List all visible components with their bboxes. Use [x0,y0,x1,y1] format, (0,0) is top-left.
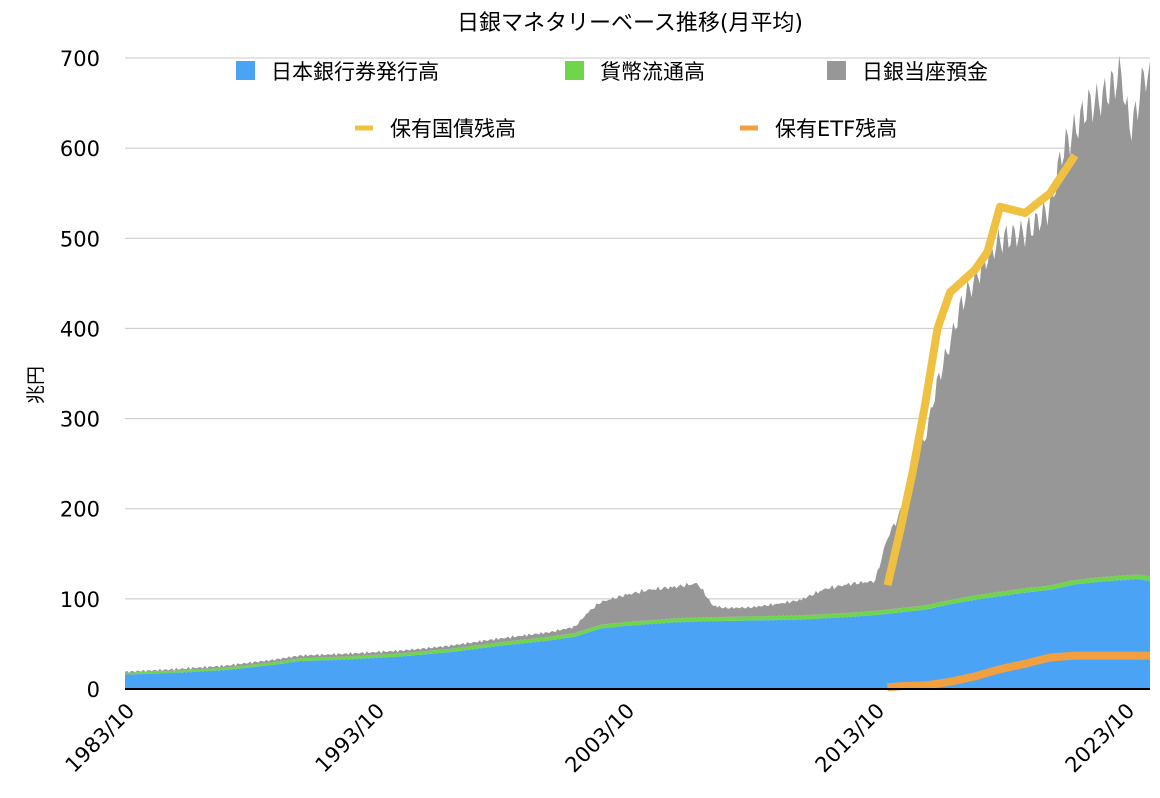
x-tick-label: 2023/10 [1061,699,1140,778]
stacked-areas [125,55,1150,689]
legend-label: 日銀当座預金 [862,60,988,84]
y-tick-label: 0 [87,678,100,702]
legend-label: 保有国債残高 [390,117,516,141]
legend-swatch [565,61,584,80]
gridlines [125,57,1150,600]
y-axis-label: 兆円 [25,366,47,404]
x-tick-label: 1993/10 [311,699,390,778]
y-tick-label: 600 [60,137,100,161]
line-series [883,153,1150,692]
y-tick-label: 100 [60,588,100,612]
y-tick-labels: 0 100 200 300 400 500 600 700 [60,47,100,702]
legend-label: 保有ETF残高 [775,117,897,141]
y-tick-label: 200 [60,498,100,522]
y-tick-label: 500 [60,227,100,251]
area-1 [125,578,1150,689]
x-tick-label: 1983/10 [61,699,140,778]
x-tick-label: 2003/10 [561,699,640,778]
line-1 [883,153,1079,587]
x-tick-label: 2013/10 [811,699,890,778]
area-3 [125,55,1150,673]
y-tick-label: 400 [60,317,100,341]
line-2 [887,651,1150,692]
legend-label: 日本銀行券発行高 [271,60,439,84]
area-2 [125,574,1150,675]
x-tick-labels: 1983/10 1993/10 2003/10 2013/10 2023/10 [61,699,1140,778]
legend-swatch [236,61,255,80]
chart-title: 日銀マネタリーベース推移(月平均) [457,11,803,36]
y-tick-label: 700 [60,47,100,71]
y-tick-label: 300 [60,408,100,432]
legend-swatch [827,61,846,80]
legend-label: 貨幣流通高 [600,60,705,84]
